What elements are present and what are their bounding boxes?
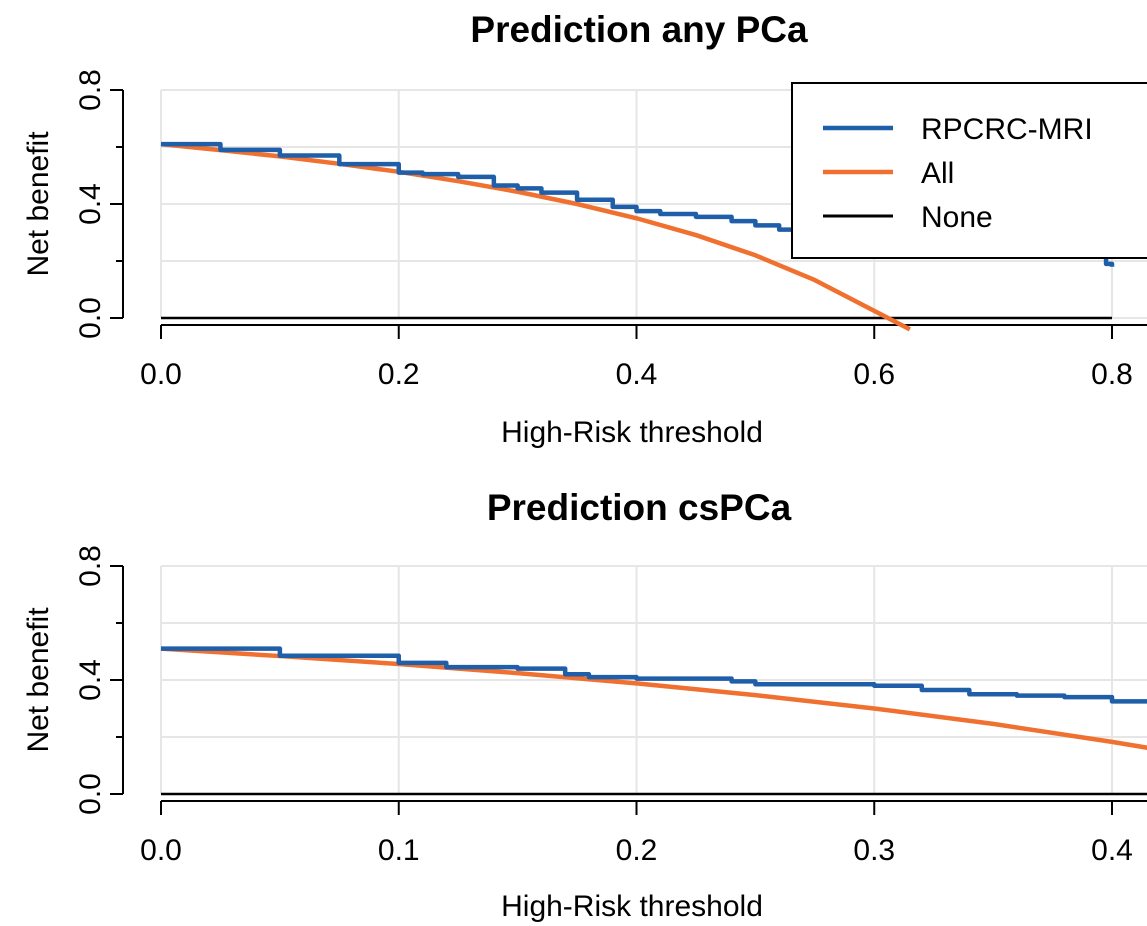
legend: RPCRC-MRI All None [791,82,1147,259]
chart-title: Prediction any PCa [470,9,808,50]
x-axis-label: High-Risk threshold [501,416,763,449]
x-tick-label: 0.8 [1091,358,1133,391]
legend-label: RPCRC-MRI [921,113,1093,146]
series-line-all [160,646,1147,751]
y-tick-label: 0.4 [74,183,107,225]
series-line-rpcrc-mri [161,646,1147,704]
y-axis-label: Net benefit [22,607,55,753]
x-tick-label: 0.1 [378,834,420,867]
y-tick-label: 0.0 [74,297,107,339]
x-tick-label: 0.2 [616,834,658,867]
legend-label: None [921,201,993,234]
x-tick-label: 0.3 [853,834,895,867]
y-tick-label: 0.8 [74,69,107,111]
x-tick-label: 0.2 [378,358,420,391]
y-tick-label: 0.0 [74,773,107,815]
x-tick-label: 0.0 [140,834,182,867]
x-tick-label: 0.0 [140,358,182,391]
y-axis-label: Net benefit [22,131,55,277]
x-axis-label: High-Risk threshold [501,890,763,923]
legend-label: All [921,157,954,190]
chart-panel-1: 0.0 0.4 0.8 0.0 0.2 0.4 0.6 0.8 Prediction any P… [22,9,1147,449]
x-tick-label: 0.6 [853,358,895,391]
chart-title: Prediction csPCa [487,487,792,528]
series-group [160,646,1147,796]
y-tick-label: 0.4 [74,659,107,701]
chart-panel-2: 0.0 0.4 0.8 0.0 0.1 0.2 0.3 0.4 Prediction csPCa… [22,487,1147,923]
x-tick-label: 0.4 [1091,834,1133,867]
y-tick-label: 0.8 [74,545,107,587]
x-tick-label: 0.4 [616,358,658,391]
